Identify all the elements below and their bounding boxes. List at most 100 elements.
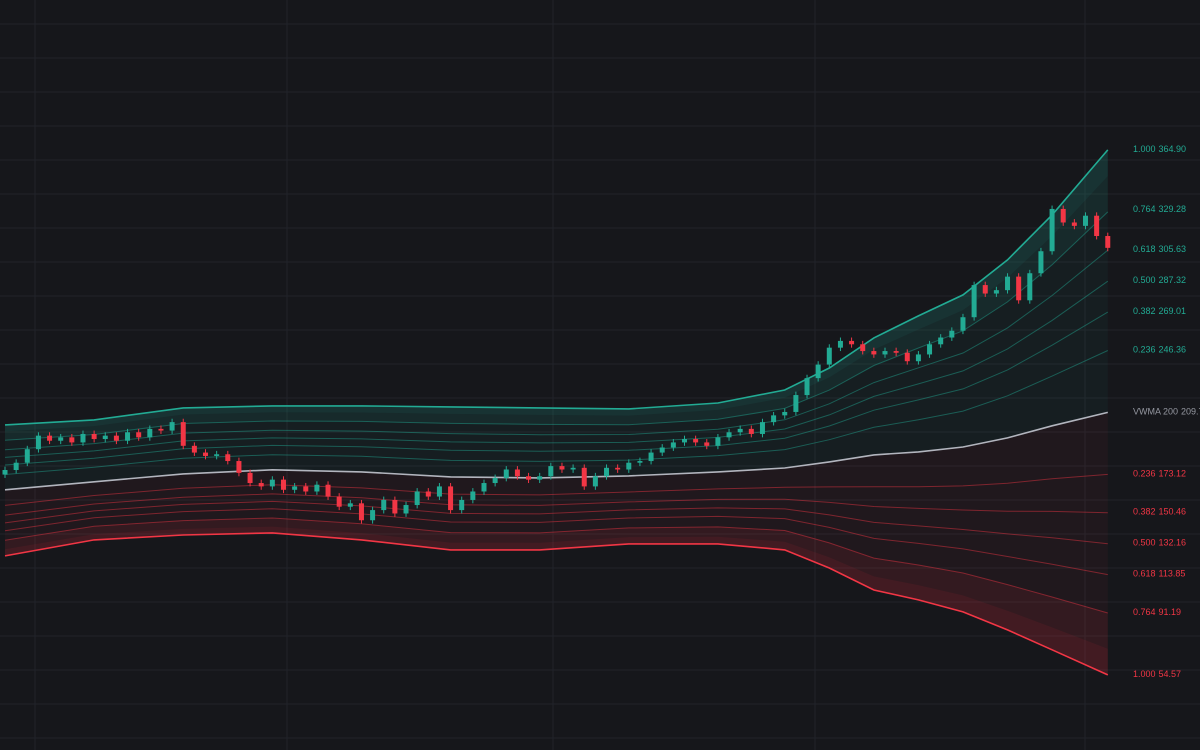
candle (147, 425, 153, 441)
candle (637, 457, 643, 467)
candle (681, 435, 687, 446)
level-price: 287.32 (1159, 276, 1187, 286)
candle-body (648, 452, 654, 462)
band-fill (5, 518, 1108, 675)
candle (1082, 212, 1088, 230)
candle (336, 493, 342, 511)
candle (882, 347, 888, 358)
candle-body (581, 467, 587, 487)
level-ratio: 0.382 (1133, 507, 1156, 517)
candle (537, 472, 543, 484)
candle (615, 464, 621, 473)
candle (303, 483, 309, 495)
candle (849, 337, 855, 348)
candle (347, 499, 353, 511)
level-ratio: 0.500 (1133, 538, 1156, 548)
candle (737, 425, 743, 436)
candle-body (759, 422, 765, 434)
candle (80, 430, 86, 446)
level-price: 173.12 (1159, 469, 1187, 479)
candle-body (292, 486, 298, 490)
candle (1038, 247, 1044, 277)
candle-body (1016, 276, 1022, 301)
candle-body (949, 330, 955, 338)
candle (280, 476, 286, 494)
candle (314, 481, 320, 495)
vwma-line (4, 411, 1108, 491)
candle-body (860, 344, 866, 352)
candle (592, 472, 598, 490)
candle (102, 432, 108, 443)
candle-body (436, 486, 442, 497)
level-ratio: 0.236 (1133, 345, 1156, 355)
candle (1060, 205, 1066, 226)
candle-body (2, 469, 8, 475)
candle (459, 496, 465, 514)
candle (793, 391, 799, 416)
candle-body (392, 499, 398, 514)
lower-band (4, 532, 1109, 676)
candle-body (537, 476, 543, 480)
candle-body (1082, 215, 1088, 226)
candle (158, 425, 164, 434)
candle-body (1038, 251, 1044, 274)
candle (258, 479, 264, 490)
candle (370, 506, 376, 524)
candle (570, 464, 576, 473)
candle-body (336, 496, 342, 507)
candle-body (826, 347, 832, 365)
candle-body (748, 428, 754, 434)
candle (581, 464, 587, 490)
candle-body (693, 439, 699, 443)
candle (771, 411, 777, 426)
candle (927, 340, 933, 358)
candle (559, 462, 565, 473)
candle (726, 428, 732, 441)
candle-body (58, 437, 64, 441)
candle (993, 286, 999, 297)
candle (1071, 219, 1077, 230)
candle-body (269, 479, 275, 487)
level-price: 150.46 (1159, 507, 1187, 517)
candle (648, 449, 654, 465)
candle (414, 488, 420, 509)
candle-body (425, 491, 431, 497)
candle (971, 281, 977, 321)
candle (759, 418, 765, 438)
candle-body (236, 461, 242, 473)
candle-body (626, 462, 632, 470)
candle-body (403, 505, 409, 514)
candle-body (849, 340, 855, 345)
candle-body (459, 499, 465, 511)
candle (893, 347, 899, 357)
candle (871, 347, 877, 358)
level-ratio: 1.000 (1133, 144, 1156, 154)
candle-body (358, 503, 364, 521)
candle (503, 466, 509, 482)
level-label: 0.382 269.01 (1133, 307, 1186, 317)
candle-body (225, 454, 231, 462)
candle-body (13, 462, 19, 470)
candle-body (1060, 208, 1066, 223)
candle-body (347, 503, 353, 507)
candle (325, 481, 331, 500)
candle (425, 488, 431, 500)
candle-body (570, 467, 576, 470)
level-ratio: 0.764 (1133, 205, 1156, 215)
candle-body (726, 432, 732, 438)
candle-body (915, 354, 921, 362)
candle-body (24, 449, 30, 463)
candle (358, 499, 364, 524)
candle-body (470, 491, 476, 500)
level-line (4, 493, 1108, 516)
candle-body (69, 437, 75, 443)
candle-body (280, 479, 286, 490)
candle (1005, 273, 1011, 294)
candle (113, 432, 119, 445)
candle-body (80, 433, 86, 443)
candle-body (837, 340, 843, 348)
level-label: 0.618 113.85 (1133, 569, 1185, 579)
vwma-price: 209.74 (1181, 407, 1200, 417)
candle-body (993, 290, 999, 294)
candle-body (681, 439, 687, 443)
